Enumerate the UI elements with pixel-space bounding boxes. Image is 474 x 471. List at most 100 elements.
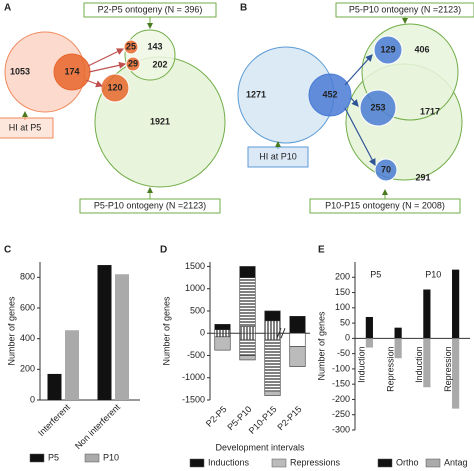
bar-segment [239,266,256,278]
venn-circle [123,39,139,55]
panel-label: E [318,245,325,256]
y-tick-label: 0 [30,394,35,404]
bar-segment [264,390,281,396]
venn-count: 406 [414,44,429,54]
venn-count: 291 [415,172,430,182]
legend-label: P10 [103,452,119,462]
bar-segment [214,332,231,338]
bar [423,338,431,388]
bar-segment [214,336,231,351]
y-tick-label: -500 [187,350,205,360]
set-label: P2-P5 ontogeny (N = 396) [98,4,203,14]
venn-count: 1921 [150,116,170,126]
legend-label: Repressions [290,457,341,467]
y-tick-label: 150 [335,287,350,297]
arrow [344,54,373,86]
bar-segment [239,355,256,361]
y-tick-label: 50 [340,317,350,327]
venn-count: 452 [322,89,337,99]
set-label: P5-P10 ontogeny (N =2123) [349,4,461,14]
y-tick-label: 200 [335,272,350,282]
y-tick-label: 200 [20,364,35,374]
venn-count: 129 [380,44,395,54]
venn-circle [359,89,397,127]
venn-count: 143 [147,41,162,51]
x-tick-label: Repression [443,346,453,392]
bar-segment [264,339,281,392]
legend-swatch [189,458,205,468]
arrow [344,107,376,167]
bar-segment [264,320,281,334]
legend-swatch [271,458,287,468]
group-label: P5 [370,269,381,279]
y-tick-label: 100 [335,302,350,312]
legend-label: P5 [48,452,59,462]
group-label: P10 [425,269,441,279]
venn-count: 29 [128,58,138,68]
venn-count: 1271 [246,89,266,99]
set-label: HI at P5 [9,122,42,132]
x-tick-label: P2-P15 [275,404,303,432]
y-tick-label: -100 [332,363,350,373]
bar-segment [289,316,306,334]
venn-count: 202 [152,59,167,69]
arrow [87,48,125,67]
y-tick-label: -300 [332,424,350,434]
panel-label: B [240,3,247,14]
legend-label: Inductions [208,457,250,467]
x-tick-label: Interferent [36,402,72,438]
venn-circle [308,73,352,117]
bar-segment [239,326,256,334]
arrow [85,79,104,88]
bar-segment [264,310,281,322]
set-label: P5-P10 ontogeny (N =2123) [94,200,206,210]
y-axis-label: Number of genes [161,296,171,366]
y-tick-label: 800 [20,272,35,282]
venn-count: 25 [126,41,136,51]
y-tick-label: 0 [200,328,205,338]
panel-label: D [160,245,167,256]
y-tick-label: -250 [332,409,350,419]
y-tick-label: 500 [190,305,205,315]
bar-segment [289,332,306,347]
panel-label: C [4,245,11,256]
bar-segment [239,277,256,327]
y-tick-label: -150 [332,379,350,389]
y-tick-label: -1000 [182,372,205,382]
bar [97,265,112,400]
y-tick-label: 400 [20,333,35,343]
venn-circle [100,73,130,103]
venn-count: 174 [64,66,79,76]
x-tick-label: Induction [414,346,424,383]
arrow [350,97,359,107]
y-axis-label: Number of genes [316,311,326,381]
y-tick-label: 1500 [185,261,205,271]
venn-count: 253 [370,102,385,112]
legend-label: Ortho [396,457,419,467]
bar-segment [214,324,231,330]
bar [115,274,129,400]
bar [65,330,79,400]
axis-break [276,328,286,339]
venn-count: 120 [107,82,122,92]
x-tick-label: Non interferent [73,402,123,452]
x-tick-label: P10-P15 [247,404,279,436]
legend-swatch [377,458,393,468]
y-axis-label: Number of genes [6,296,16,366]
legend-swatch [425,458,441,468]
set-label: HI at P10 [259,151,297,161]
bar [365,338,373,348]
x-axis-label: Development intervals [215,442,305,452]
legend-swatch [84,453,100,463]
bar-segment [289,346,306,367]
y-tick-label: 600 [20,302,35,312]
panel-label: A [4,3,11,14]
y-tick-label: 1000 [185,283,205,293]
bar [394,338,402,359]
bar [47,373,62,400]
bar [423,289,431,339]
venn-circle [373,35,403,65]
bar [452,269,460,339]
